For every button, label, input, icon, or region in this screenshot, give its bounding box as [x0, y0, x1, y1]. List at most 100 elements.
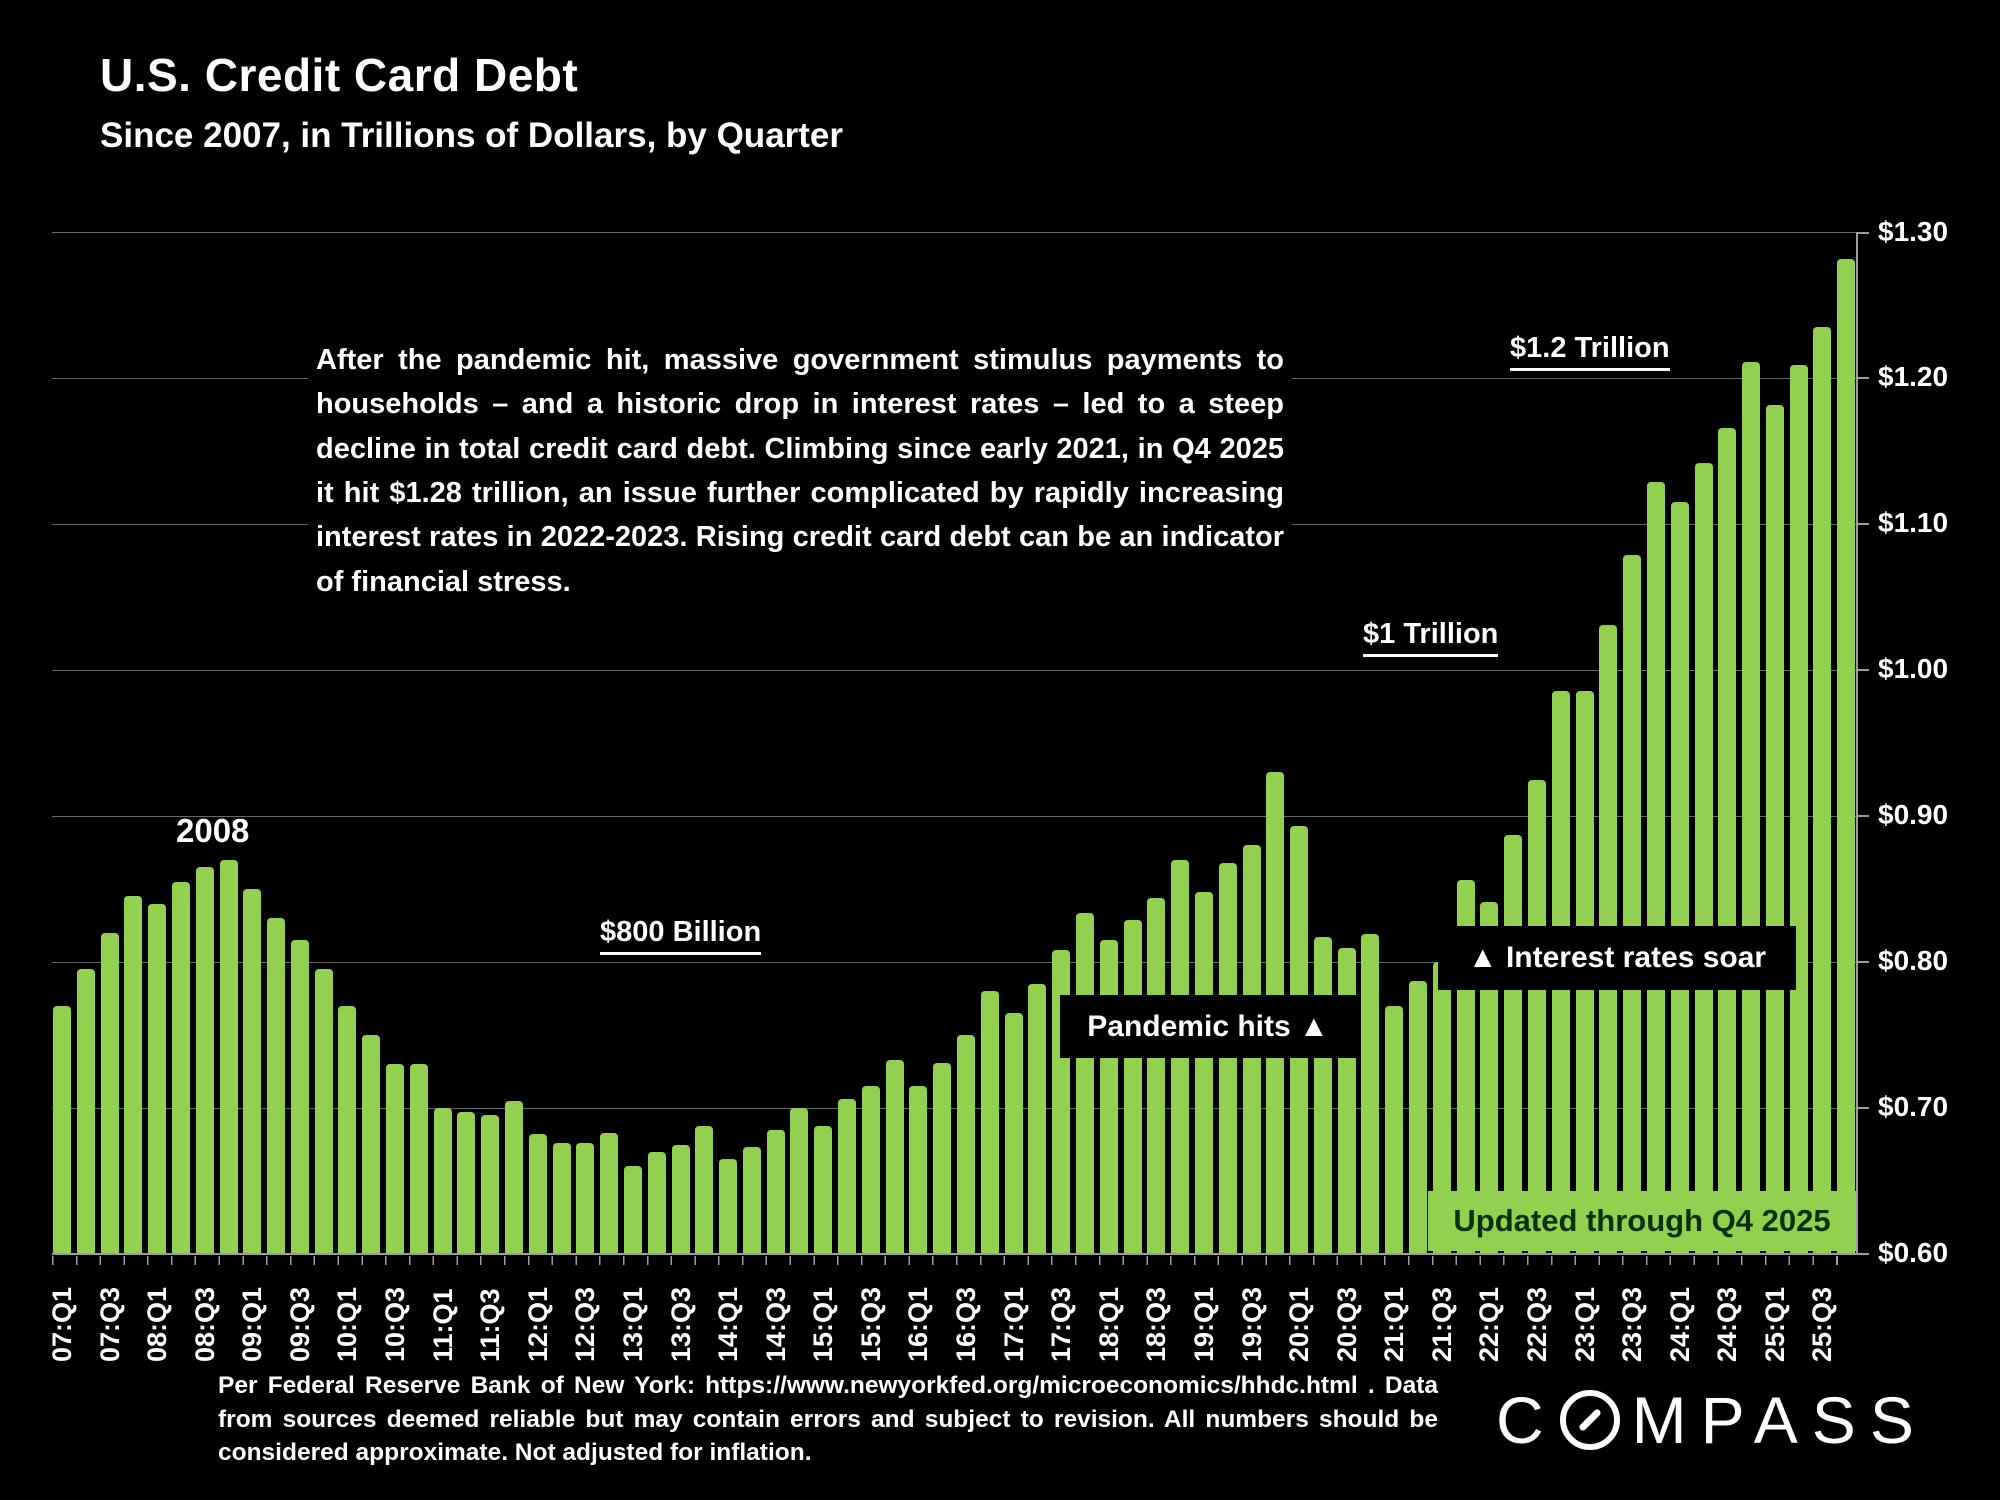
compass-o-icon — [1559, 1390, 1620, 1450]
y-axis-tick — [1856, 1107, 1869, 1110]
bar — [53, 1005, 71, 1254]
bar — [1075, 912, 1094, 1254]
bar — [267, 918, 286, 1254]
bar — [1194, 892, 1213, 1254]
y-axis-line — [1856, 232, 1858, 1255]
bar — [957, 1035, 976, 1254]
x-tick-label: 16:Q3 — [951, 1286, 982, 1362]
bar — [1718, 428, 1737, 1254]
bar — [433, 1108, 452, 1254]
x-tick-label: 16:Q1 — [903, 1286, 934, 1362]
bar — [1670, 502, 1689, 1254]
bar — [1694, 463, 1713, 1254]
bar — [885, 1059, 904, 1254]
callout-800-billion: $800 Billion — [600, 916, 762, 955]
y-tick-label: $0.80 — [1878, 945, 1949, 977]
bar — [171, 881, 190, 1254]
x-tick-label: 24:Q3 — [1712, 1286, 1743, 1362]
x-tick-label: 12:Q3 — [570, 1286, 601, 1362]
updated-through-label: Updated through Q4 2025 — [1428, 1191, 1856, 1251]
bar — [1623, 555, 1642, 1254]
x-tick-label: 20:Q1 — [1284, 1286, 1315, 1362]
y-tick-label: $0.70 — [1878, 1091, 1949, 1123]
page-subtitle: Since 2007, in Trillions of Dollars, by … — [100, 116, 844, 155]
x-tick-label: 08:Q1 — [142, 1286, 173, 1362]
x-tick-label: 10:Q1 — [332, 1286, 363, 1362]
callout-1-trillion: $1 Trillion — [1363, 618, 1499, 657]
x-tick-label: 13:Q1 — [617, 1286, 648, 1362]
source-footnote: Per Federal Reserve Bank of New York: ht… — [218, 1372, 1438, 1467]
x-axis-baseline — [52, 1253, 1857, 1255]
bar — [980, 991, 999, 1254]
x-tick-label: 20:Q3 — [1331, 1286, 1362, 1362]
bar — [576, 1143, 595, 1254]
bar — [528, 1134, 547, 1254]
bar — [148, 903, 167, 1254]
x-axis-tick-strip — [52, 1256, 1857, 1265]
x-tick-label: 09:Q1 — [237, 1286, 268, 1362]
x-tick-label: 17:Q1 — [998, 1286, 1029, 1362]
x-tick-label: 21:Q3 — [1426, 1286, 1457, 1362]
bar — [861, 1086, 880, 1254]
bar — [838, 1099, 857, 1254]
pandemic-hits-label: Pandemic hits ▲ — [1060, 995, 1356, 1058]
bar — [1123, 919, 1142, 1254]
gridline — [52, 1107, 1856, 1109]
gridline — [52, 232, 1856, 233]
x-tick-label: 14:Q1 — [713, 1286, 744, 1362]
x-tick-label: 22:Q3 — [1521, 1286, 1552, 1362]
bar — [1337, 947, 1356, 1254]
bar — [505, 1100, 523, 1254]
gridline — [52, 961, 1856, 963]
bar — [219, 859, 238, 1254]
x-tick-label: 25:Q1 — [1759, 1286, 1790, 1362]
bar — [386, 1064, 405, 1254]
bar — [1789, 365, 1808, 1254]
bar — [1028, 984, 1047, 1254]
bar — [290, 940, 309, 1254]
bar — [1765, 404, 1784, 1254]
bar — [481, 1115, 500, 1254]
bar — [457, 1112, 476, 1254]
callout-2008: 2008 — [176, 812, 250, 849]
bar — [409, 1064, 428, 1254]
page-title: U.S. Credit Card Debt — [100, 49, 579, 101]
y-tick-label: $1.20 — [1878, 361, 1949, 393]
x-tick-label: 18:Q1 — [1093, 1286, 1124, 1362]
bar — [623, 1166, 642, 1254]
bar — [600, 1132, 619, 1254]
bar — [1147, 897, 1166, 1254]
y-axis-tick — [1856, 669, 1869, 672]
bar — [695, 1125, 714, 1254]
x-tick-label: 17:Q3 — [1046, 1286, 1077, 1362]
x-tick-label: 19:Q1 — [1188, 1286, 1219, 1362]
callout-1-2-trillion: $1.2 Trillion — [1510, 332, 1670, 371]
bar — [1099, 940, 1118, 1254]
bar — [790, 1108, 809, 1254]
bar — [1646, 482, 1665, 1254]
bar — [100, 932, 119, 1254]
annotation-paragraph: After the pandemic hit, massive governme… — [308, 332, 1292, 611]
bar — [1527, 779, 1546, 1254]
bar — [195, 867, 214, 1254]
bar — [814, 1125, 833, 1254]
x-tick-label: 24:Q1 — [1664, 1286, 1695, 1362]
y-tick-label: $1.00 — [1878, 653, 1949, 685]
bar — [1837, 258, 1856, 1254]
bar — [243, 889, 262, 1254]
bar — [338, 1005, 357, 1254]
x-tick-label: 11:Q3 — [475, 1288, 506, 1362]
bar — [742, 1147, 761, 1254]
bar — [1218, 862, 1237, 1254]
x-tick-label: 13:Q3 — [665, 1286, 696, 1362]
bar — [1813, 327, 1832, 1254]
y-axis-tick — [1856, 815, 1869, 818]
bar — [1313, 937, 1332, 1254]
y-axis-tick — [1856, 231, 1869, 234]
x-tick-label: 25:Q3 — [1807, 1286, 1838, 1362]
y-axis-tick — [1856, 961, 1869, 964]
bar — [1432, 962, 1451, 1254]
compass-logo: C MPASS — [1496, 1382, 1928, 1458]
x-tick-label: 12:Q1 — [522, 1286, 553, 1362]
